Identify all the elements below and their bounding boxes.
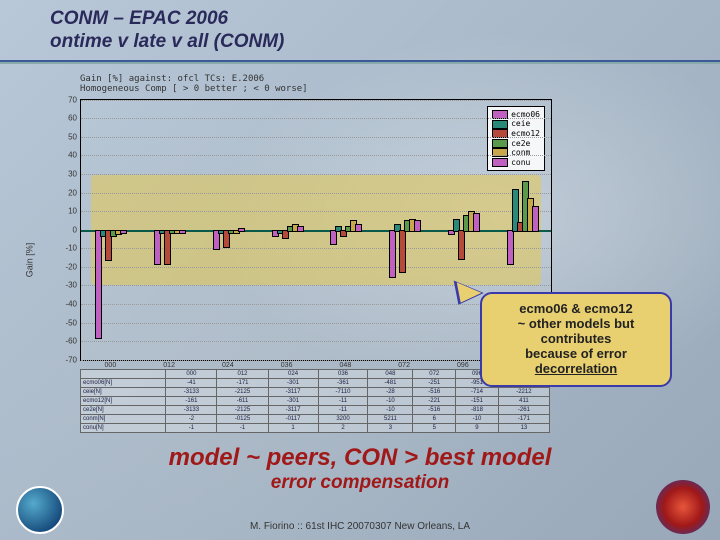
legend: ecmo06ceieecmo12ce2econmconu (487, 106, 545, 172)
ytick: 70 (57, 95, 77, 104)
legend-label: ceie (511, 119, 530, 129)
slide-title: CONM – EPAC 2006 ontime v late v all (CO… (50, 8, 284, 54)
xtick: 096 (457, 362, 469, 369)
xtick: 000 (105, 362, 117, 369)
legend-swatch (492, 120, 508, 129)
gridline (81, 174, 551, 175)
title-line2: ontime v late v all (CONM) (50, 31, 284, 54)
gridline (81, 155, 551, 156)
bar-conu (120, 230, 127, 234)
gridline (81, 100, 551, 101)
legend-label: ce2e (511, 139, 530, 149)
bar-conu (532, 206, 539, 232)
legend-item: conu (492, 158, 540, 168)
legend-item: ceie (492, 119, 540, 129)
ytick: 50 (57, 132, 77, 141)
gridline (81, 118, 551, 119)
bar-ecmo06 (507, 230, 514, 265)
ytick: -20 (57, 262, 77, 271)
header-rule (0, 60, 720, 64)
callout-box: ecmo06 & ecmo12 ~ other models but contr… (480, 292, 672, 387)
bar-conu (473, 213, 480, 232)
xtick: 024 (222, 362, 234, 369)
bar-ecmo12 (399, 230, 406, 273)
ytick: 0 (57, 225, 77, 234)
bar-ecmo06 (389, 230, 396, 278)
footer-text: M. Fiorino :: 61st IHC 20070307 New Orle… (0, 521, 720, 532)
gridline (81, 267, 551, 268)
bar-conu (179, 230, 186, 234)
bar-conu (238, 228, 245, 232)
data-table: 000012024036048072096120ecmo06[N]-41-171… (80, 369, 550, 433)
gridline (81, 211, 551, 212)
xtick: 036 (281, 362, 293, 369)
bar-conu (297, 226, 304, 232)
conclusion-line2: error compensation (0, 472, 720, 494)
gridline (81, 193, 551, 194)
legend-swatch (492, 139, 508, 148)
ytick: 20 (57, 188, 77, 197)
chart-title: Gain [%] against: ofcl TCs: E.2006 Homog… (80, 75, 560, 95)
zero-line (81, 230, 551, 232)
gridline (81, 137, 551, 138)
bar-conu (414, 220, 421, 231)
ytick: 40 (57, 151, 77, 160)
xtick: 048 (340, 362, 352, 369)
bar-ecmo06 (330, 230, 337, 245)
legend-label: conu (511, 158, 530, 168)
xtick: 072 (398, 362, 410, 369)
ytick: 10 (57, 207, 77, 216)
ytick: -60 (57, 337, 77, 346)
ytick: 30 (57, 170, 77, 179)
xtick: 012 (163, 362, 175, 369)
conclusion-line1: model ~ peers, CON > best model (0, 444, 720, 472)
y-axis-label: Gain [%] (24, 243, 34, 278)
ytick: -70 (57, 355, 77, 364)
ytick: -50 (57, 318, 77, 327)
bar-ecmo06 (154, 230, 161, 265)
bar-ecmo06 (95, 230, 102, 340)
bar-conu (355, 224, 362, 232)
ytick: 60 (57, 114, 77, 123)
gridline (81, 248, 551, 249)
ytick: -10 (57, 244, 77, 253)
bar-ecmo12 (164, 230, 171, 265)
legend-swatch (492, 158, 508, 167)
title-line1: CONM – EPAC 2006 (50, 8, 284, 31)
bar-ecmo12 (458, 230, 465, 260)
ytick: -40 (57, 300, 77, 309)
ytick: -30 (57, 281, 77, 290)
legend-item: ce2e (492, 139, 540, 149)
